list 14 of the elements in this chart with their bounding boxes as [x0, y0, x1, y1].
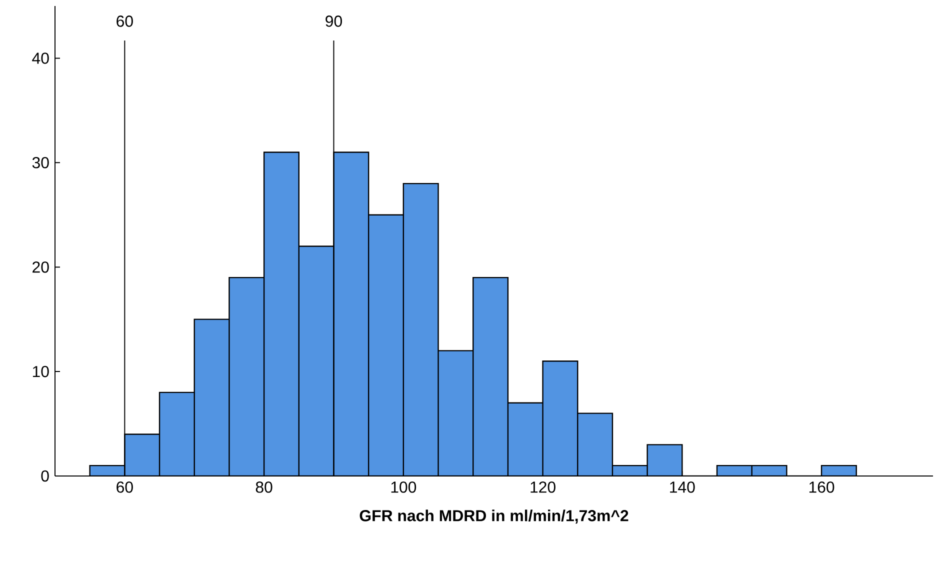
- x-tick-label: 60: [116, 482, 133, 493]
- x-tick-label: 160: [809, 482, 834, 493]
- ref-line-label: 60: [116, 16, 133, 27]
- x-tick-label: 140: [670, 482, 695, 493]
- y-tick-label: 30: [32, 157, 49, 168]
- x-tick-label: 80: [256, 482, 272, 493]
- y-tick-label: 20: [32, 261, 49, 273]
- ref-line-label: 90: [326, 16, 342, 27]
- x-tick-label: 100: [391, 482, 416, 493]
- x-axis-title: GFR nach MDRD in ml/min/1,73m^2: [360, 510, 628, 524]
- x-tick-label: 120: [530, 482, 556, 493]
- y-tick-label: 10: [32, 366, 49, 378]
- y-tick-label: 0: [41, 470, 49, 482]
- y-tick-label: 40: [32, 52, 49, 64]
